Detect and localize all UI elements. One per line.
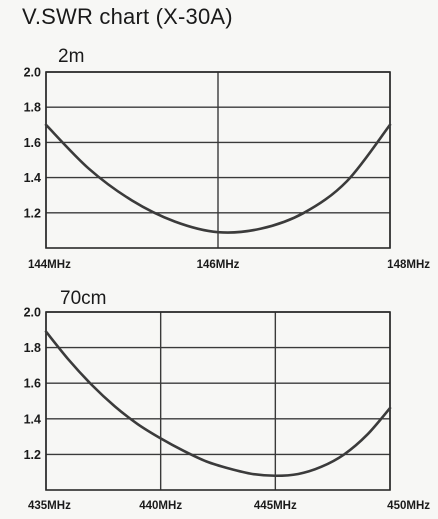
y-tick-label-2m: 1.2 — [24, 206, 41, 220]
swr-chart-70cm: 70cm 1.2 1.4 1.6 1.8 2.0 435MHz 440MHz 445MHz 450… — [0, 278, 438, 519]
y-tick-label-70cm: 2.0 — [24, 306, 41, 320]
x-tick-label-2m: 144MHz — [28, 259, 71, 271]
y-tick-label-2m: 1.4 — [24, 171, 41, 185]
band-label-2m: 2m — [58, 46, 84, 67]
y-tick-label-2m: 1.8 — [24, 101, 41, 115]
x-tick-label-70cm: 450MHz — [387, 500, 430, 512]
x-tick-label-2m: 146MHz — [197, 259, 240, 271]
plot-frame-2m — [45, 71, 391, 249]
swr-curve-70cm — [44, 330, 392, 478]
y-tick-label-2m: 1.6 — [24, 136, 41, 150]
y-tick-label-70cm: 1.6 — [24, 377, 41, 391]
x-tick-label-2m: 148MHz — [387, 259, 430, 271]
swr-chart-2m-svg: 2m 1.2 1.4 1.6 1.8 2.0 144MHz 146MHz 148MHz — [24, 46, 431, 271]
swr-chart-2m: 2m 1.2 1.4 1.6 1.8 2.0 144MHz 146MHz 148MHz — [0, 36, 438, 278]
swr-chart-70cm-svg: 70cm 1.2 1.4 1.6 1.8 2.0 435MHz 440MHz 445MHz 450… — [24, 288, 431, 512]
swr-curve-2m — [44, 123, 392, 234]
chart-title: V.SWR chart (X-30A) — [22, 4, 233, 29]
y-tick-label-70cm: 1.4 — [24, 412, 41, 426]
x-tick-label-70cm: 445MHz — [254, 500, 297, 512]
y-tick-label-70cm: 1.8 — [24, 341, 41, 355]
x-tick-label-70cm: 440MHz — [139, 500, 182, 512]
y-tick-label-70cm: 1.2 — [24, 448, 41, 462]
x-tick-label-70cm: 435MHz — [28, 500, 71, 512]
y-tick-label-2m: 2.0 — [24, 66, 41, 80]
band-label-70cm: 70cm — [60, 288, 106, 309]
plot-frame-70cm — [45, 311, 391, 491]
